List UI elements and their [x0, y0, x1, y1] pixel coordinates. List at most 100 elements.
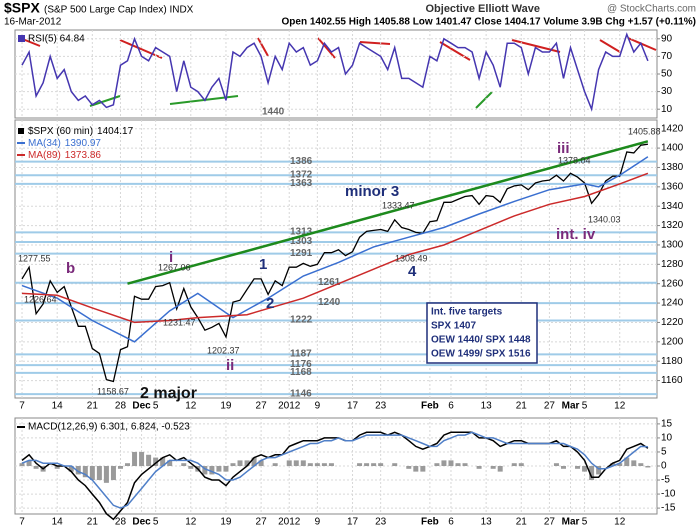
legend-swatch	[18, 35, 25, 42]
annotation: 1267.06	[158, 262, 191, 272]
histogram-bar	[68, 466, 74, 472]
histogram-bar	[19, 463, 25, 466]
histogram-bar	[392, 463, 398, 466]
histogram-bar	[406, 466, 412, 469]
histogram-bar	[117, 466, 123, 469]
info-text: OEW 1499/ SPX 1516	[431, 349, 531, 360]
histogram-bar	[476, 466, 482, 469]
histogram-bar	[328, 463, 334, 466]
histogram-bar	[490, 466, 496, 469]
level-label: 1313	[290, 227, 313, 238]
x-tick-label: 14	[52, 517, 64, 528]
annotation: 1226.64	[24, 294, 57, 304]
y-tick-label: 0	[661, 461, 667, 472]
histogram-bar	[589, 466, 595, 481]
histogram-bar	[575, 466, 581, 469]
trend-mark	[627, 37, 657, 51]
histogram-bar	[103, 466, 109, 483]
histogram-bar	[497, 466, 503, 472]
histogram-bar	[378, 463, 384, 466]
y-tick-label: 5	[661, 447, 667, 458]
trend-mark	[439, 41, 471, 61]
y-tick-label: 1180	[661, 356, 683, 367]
histogram-bar	[82, 466, 88, 478]
info-text: Int. five targets	[431, 307, 503, 318]
annotation: ii	[226, 357, 234, 374]
annotation: 1158.67	[97, 386, 129, 396]
series-line	[21, 143, 648, 383]
trendline	[127, 140, 649, 285]
level-label: 1187	[290, 349, 312, 360]
x-tick-label: 13	[481, 401, 493, 412]
histogram-bar	[560, 466, 566, 469]
histogram-bar	[307, 463, 313, 466]
x-tick-label: Mar	[562, 401, 580, 412]
annotation: 1277.55	[18, 253, 51, 263]
y-tick-label: 1360	[661, 181, 684, 192]
histogram-bar	[202, 466, 208, 475]
level-label: 1386	[290, 156, 313, 167]
x-tick-label: 12	[614, 401, 626, 412]
symbol: $SPX	[4, 0, 40, 16]
level-label: 1222	[290, 315, 313, 326]
histogram-bar	[230, 463, 236, 466]
x-tick-label: 23	[375, 401, 387, 412]
histogram-bar	[181, 463, 187, 466]
annotation: 1440	[262, 107, 285, 118]
panel-title: MACD(12,26,9) 6.301, 6.824, -0.523	[28, 422, 190, 433]
histogram-bar	[75, 466, 81, 475]
y-tick-label: 1420	[661, 123, 684, 134]
histogram-bar	[251, 457, 257, 466]
histogram-bar	[462, 463, 468, 466]
series-line	[21, 156, 649, 343]
x-tick-label: 12	[185, 517, 197, 528]
histogram-bar	[293, 460, 299, 466]
histogram-bar	[237, 460, 243, 466]
series-line	[21, 172, 649, 324]
trend-mark	[317, 37, 336, 59]
histogram-bar	[631, 460, 637, 466]
annotation: 4	[408, 263, 417, 280]
y-tick-label: 1200	[661, 336, 684, 347]
annotation: 1231.47	[163, 317, 196, 327]
x-tick-label: 14	[52, 401, 64, 412]
trend-mark	[475, 91, 493, 109]
x-tick-label: 9	[315, 517, 321, 528]
histogram-bar	[553, 463, 559, 466]
histogram-bar	[125, 463, 131, 466]
histogram-bar	[582, 466, 588, 472]
histogram-bar	[153, 457, 159, 466]
trend-mark	[511, 39, 561, 53]
y-tick-label: -5	[661, 475, 670, 486]
level-label: 1240	[318, 297, 341, 308]
x-tick-label: 21	[87, 401, 99, 412]
x-tick-label: 5	[582, 517, 588, 528]
x-tick-label: 28	[115, 401, 127, 412]
histogram-bar	[518, 463, 524, 466]
level-label: 1261	[318, 277, 341, 288]
y-tick-label: 15	[661, 419, 673, 430]
x-tick-label: 27	[256, 401, 268, 412]
series-line	[21, 431, 648, 509]
histogram-bar	[132, 451, 138, 466]
histogram-bar	[371, 463, 377, 466]
legend-entry: MA(89) 1373.86	[28, 150, 101, 161]
x-tick-label: 12	[614, 517, 626, 528]
quote: Open 1402.55 High 1405.88 Low 1401.47 Cl…	[282, 17, 696, 28]
y-tick-label: 1380	[661, 162, 684, 173]
histogram-bar	[441, 460, 447, 466]
annotation: 2 major	[140, 385, 197, 402]
histogram-bar	[209, 466, 215, 475]
date: 16-Mar-2012	[4, 17, 62, 28]
histogram-bar	[314, 463, 320, 466]
histogram-bar	[300, 460, 306, 466]
series-line	[21, 32, 649, 112]
x-tick-label: 17	[347, 401, 359, 412]
histogram-bar	[33, 466, 39, 469]
level-label: 1363	[290, 178, 313, 189]
annotation: 1	[259, 256, 267, 273]
histogram-bar	[244, 460, 250, 466]
legend-name: MA(89)	[28, 150, 61, 161]
